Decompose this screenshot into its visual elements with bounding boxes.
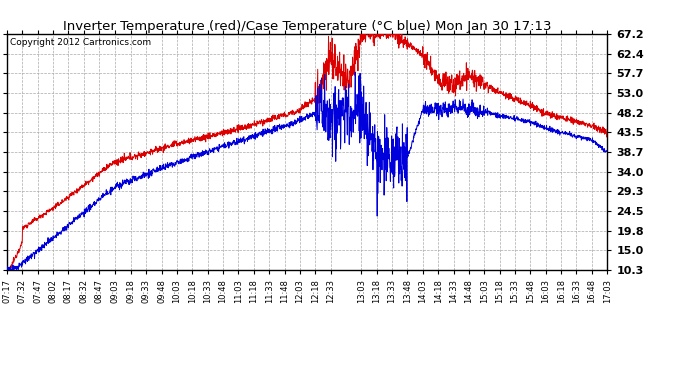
Text: Copyright 2012 Cartronics.com: Copyright 2012 Cartronics.com <box>10 39 151 48</box>
Title: Inverter Temperature (red)/Case Temperature (°C blue) Mon Jan 30 17:13: Inverter Temperature (red)/Case Temperat… <box>63 20 551 33</box>
